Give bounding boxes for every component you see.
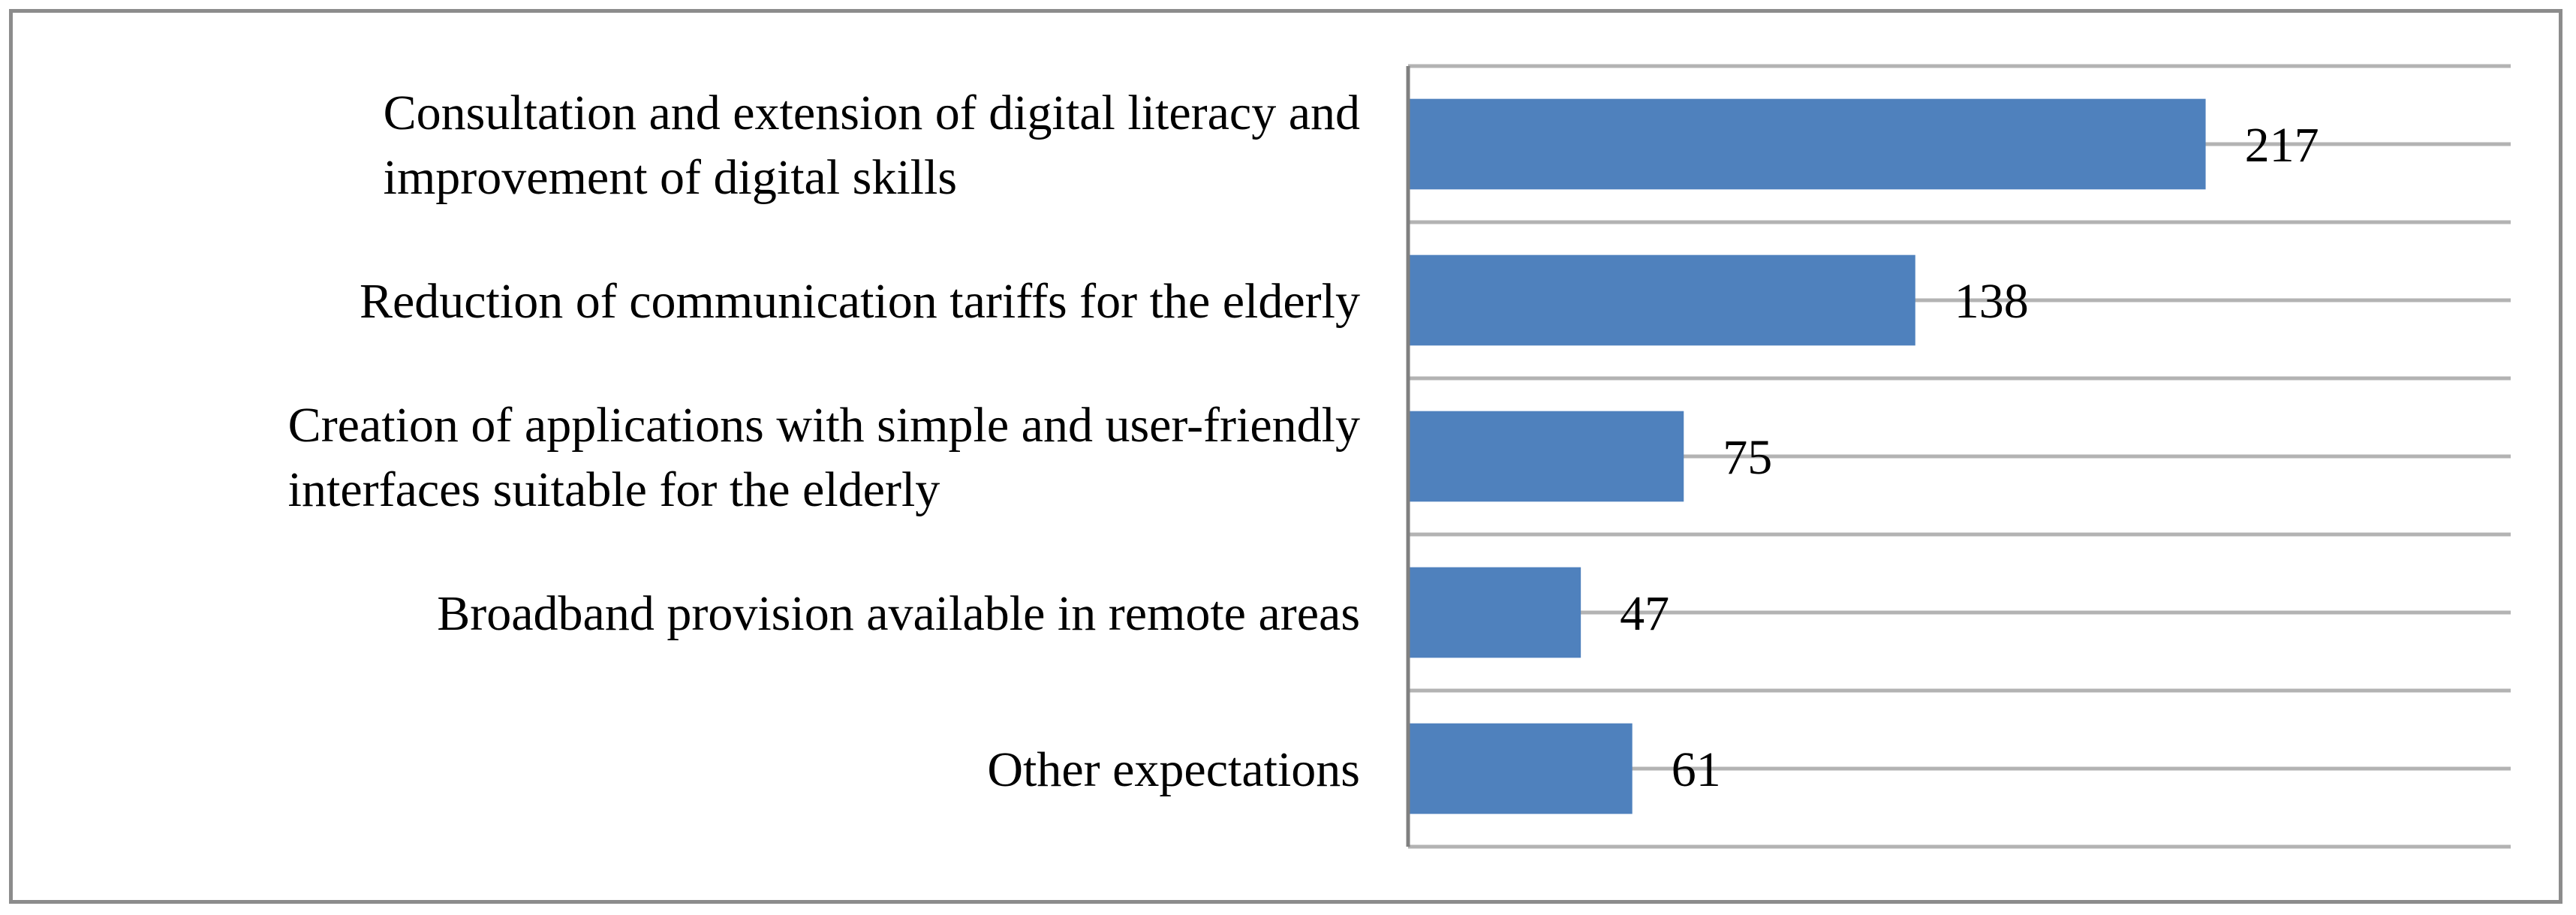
- data-label-1: 138: [1955, 274, 2029, 329]
- category-label-line: Broadband provision available in remote …: [437, 586, 1360, 641]
- category-label-1: Reduction of communication tariffs for t…: [360, 274, 1360, 329]
- category-label-0: Consultation and extension of digital li…: [384, 86, 1360, 205]
- data-label-3: 47: [1620, 586, 1669, 641]
- bar-0: [1408, 98, 2206, 190]
- bar-1: [1408, 254, 1915, 346]
- category-label-2: Creation of applications with simple and…: [288, 398, 1360, 517]
- bar-3: [1408, 567, 1581, 658]
- bars: [1408, 98, 2206, 814]
- category-label-line: Reduction of communication tariffs for t…: [360, 274, 1360, 329]
- category-label-line: interfaces suitable for the elderly: [288, 462, 940, 517]
- category-label-4: Other expectations: [987, 742, 1360, 797]
- data-label-2: 75: [1723, 430, 1772, 485]
- category-label-line: improvement of digital skills: [384, 150, 957, 205]
- category-label-line: Other expectations: [987, 742, 1360, 797]
- category-labels: Consultation and extension of digital li…: [288, 86, 1360, 797]
- data-label-0: 217: [2245, 118, 2319, 173]
- bar-4: [1408, 723, 1633, 814]
- category-label-line: Consultation and extension of digital li…: [384, 86, 1360, 140]
- data-labels: 217 138 75 47 61: [1620, 118, 2319, 797]
- category-label-3: Broadband provision available in remote …: [437, 586, 1360, 641]
- category-label-line: Creation of applications with simple and…: [288, 398, 1360, 453]
- bar-2: [1408, 411, 1684, 502]
- data-label-4: 61: [1672, 742, 1721, 797]
